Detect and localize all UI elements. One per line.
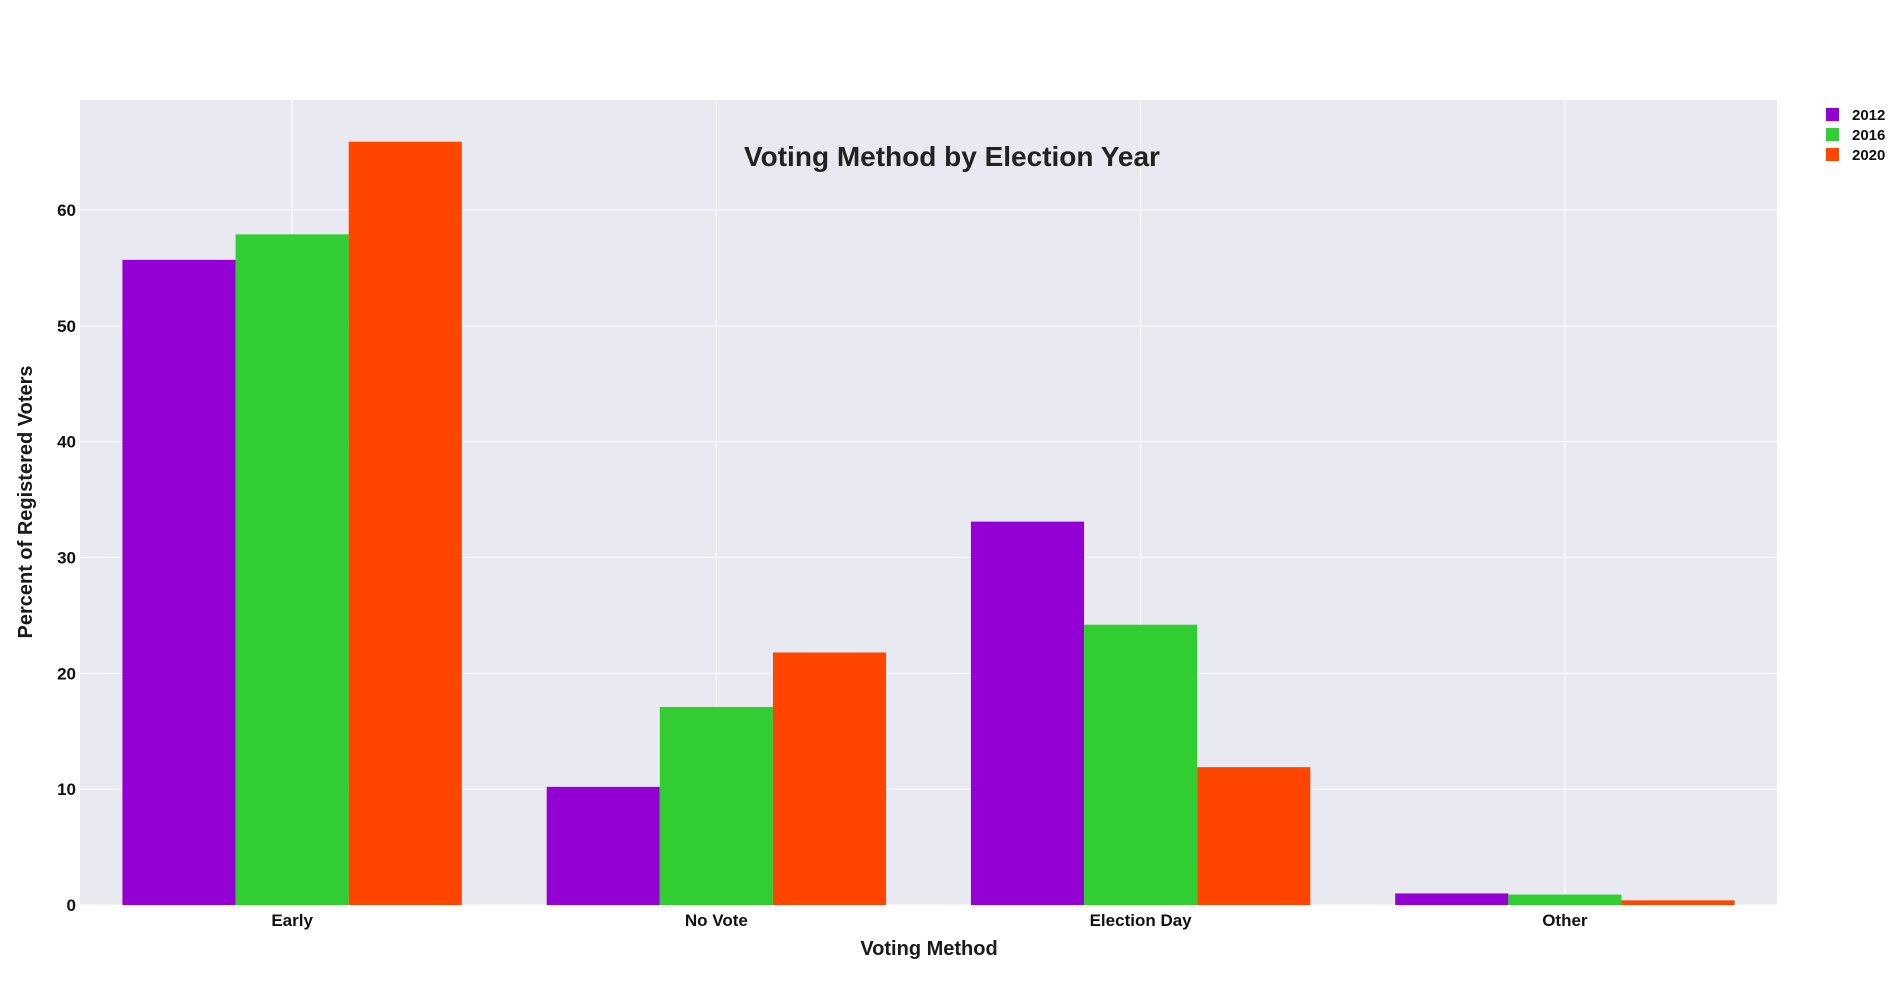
bar-2016-no-vote [659, 706, 773, 905]
bar-2012-no-vote [546, 786, 660, 905]
y-tick-label: 0 [67, 896, 76, 915]
x-tick-label: No Vote [685, 911, 748, 930]
bar-2020-no-vote [772, 652, 887, 905]
x-axis-title: Voting Method [860, 938, 997, 960]
legend-label-2020: 2020 [1852, 147, 1885, 164]
bar-2012-election-day [970, 521, 1085, 905]
y-axis-ticks: 0 10 20 30 40 50 60 [57, 201, 76, 915]
y-tick-label: 40 [57, 433, 76, 452]
y-tick-label: 50 [57, 317, 76, 336]
bar-2012-early [122, 259, 236, 906]
legend-label-2016: 2016 [1852, 127, 1885, 144]
legend-swatch-2016 [1826, 128, 1839, 141]
bar-2020-early [348, 141, 462, 905]
legend-swatch-2012 [1826, 108, 1839, 121]
y-tick-label: 60 [57, 201, 76, 220]
x-axis-ticks: Early No Vote Election Day Other [271, 911, 1588, 930]
bar-2016-other [1508, 894, 1622, 905]
chart-title: Voting Method by Election Year [744, 141, 1160, 172]
x-tick-label: Other [1542, 911, 1588, 930]
bars [122, 141, 1735, 906]
legend-label-2012: 2012 [1852, 107, 1885, 124]
y-tick-label: 10 [57, 780, 76, 799]
bar-2016-election-day [1084, 624, 1198, 905]
x-tick-label: Election Day [1090, 911, 1193, 930]
x-tick-label: Early [271, 911, 313, 930]
bar-2020-other [1621, 900, 1735, 905]
bar-2016-early [235, 234, 349, 906]
y-axis-title: Percent of Registered Voters [15, 365, 37, 638]
bar-2020-election-day [1197, 767, 1311, 905]
legend-swatch-2020 [1826, 148, 1839, 161]
bar-2012-other [1395, 893, 1509, 905]
y-tick-label: 20 [57, 664, 76, 683]
legend: 2012 2016 2020 [1826, 107, 1885, 164]
y-tick-label: 30 [57, 549, 76, 568]
